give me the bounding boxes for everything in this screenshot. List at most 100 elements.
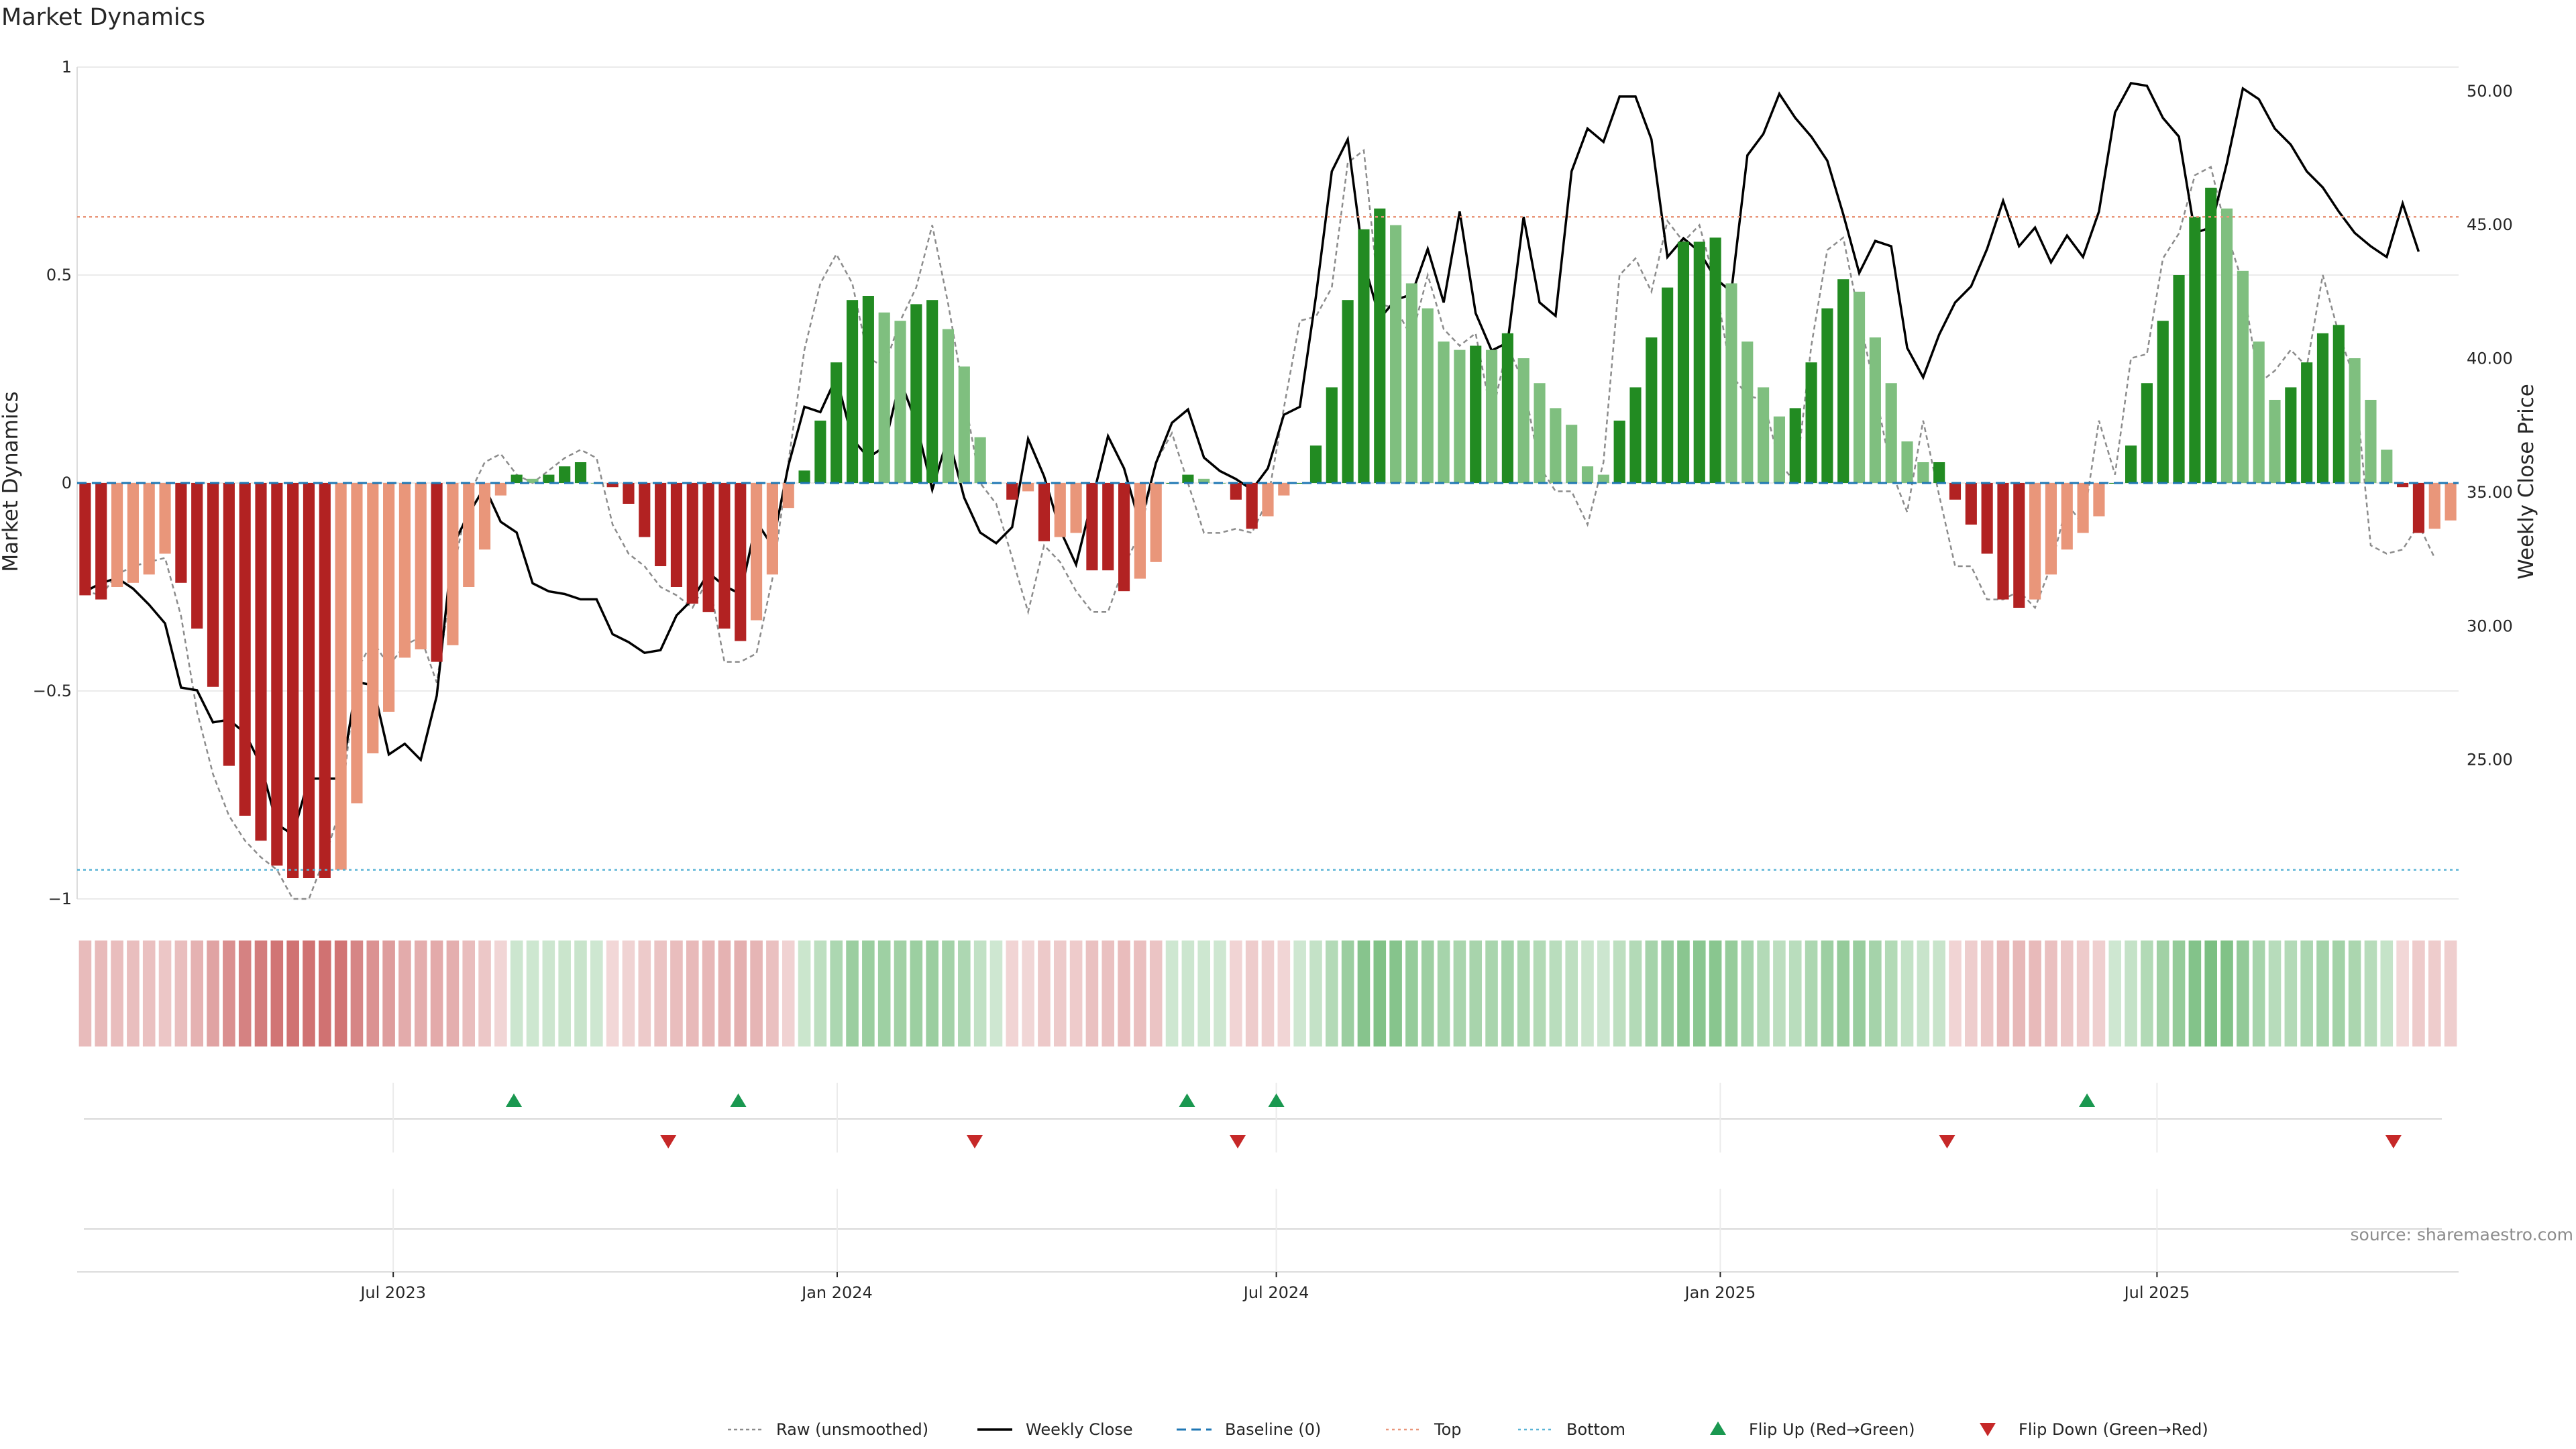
- dynamics-bar: [1342, 300, 1354, 483]
- dynamics-bar: [1006, 483, 1018, 500]
- heat-cell: [1102, 941, 1115, 1046]
- heat-cell: [1949, 941, 1962, 1046]
- dynamics-bar: [1262, 483, 1274, 517]
- heat-cell: [2172, 941, 2186, 1046]
- dynamics-bar: [798, 470, 810, 483]
- dynamics-bar: [1965, 483, 1977, 525]
- dynamics-bars: [79, 187, 2457, 878]
- y-right-tick-label: 30.00: [2467, 616, 2513, 635]
- heat-cell: [350, 941, 364, 1046]
- heat-cell: [1533, 941, 1546, 1046]
- heat-cell: [638, 941, 651, 1046]
- heat-cell: [2108, 941, 2122, 1046]
- heat-cell: [2444, 941, 2457, 1046]
- heat-cell: [1821, 941, 1834, 1046]
- dynamics-bar: [1517, 358, 1529, 483]
- heat-cell: [95, 941, 108, 1046]
- y-left-axis-label: Market Dynamics: [0, 391, 23, 572]
- dynamics-bar: [287, 483, 299, 878]
- flip-up-marker: [1268, 1093, 1285, 1107]
- dynamics-bar: [1438, 341, 1450, 483]
- flip-up-marker: [730, 1093, 747, 1107]
- dynamics-bar: [1901, 441, 1913, 483]
- heat-cell: [2300, 941, 2313, 1046]
- heat-cell: [1230, 941, 1242, 1046]
- dynamics-bar: [942, 329, 955, 483]
- dynamics-bar: [894, 321, 906, 483]
- dynamics-bar: [303, 483, 315, 878]
- heat-cell: [2428, 941, 2441, 1046]
- heat-cell: [989, 941, 1003, 1046]
- dynamics-bar: [1405, 283, 1418, 483]
- dynamics-bar: [255, 483, 267, 841]
- heat-cell: [1341, 941, 1354, 1046]
- heat-cell: [1149, 941, 1163, 1046]
- heat-cell: [1965, 941, 1978, 1046]
- axes: 1 0.5 0 −0.5 −1 50.00 45.00 40.00 35.00 30.00 25.0…: [33, 58, 2513, 1302]
- heat-cell: [1069, 941, 1083, 1046]
- heat-cell: [1900, 941, 1914, 1046]
- heat-cell: [1693, 941, 1706, 1046]
- dynamics-bar: [319, 483, 331, 878]
- heat-cell: [734, 941, 747, 1046]
- dynamics-bar: [239, 483, 251, 816]
- dynamics-bar: [2285, 387, 2297, 483]
- legend: Raw (unsmoothed) Weekly Close Baseline (0)…: [728, 1420, 2208, 1439]
- dynamics-bar: [814, 421, 826, 483]
- dynamics-bar: [1534, 383, 1546, 483]
- heat-cell: [686, 941, 699, 1046]
- flip-up-marker: [2079, 1093, 2096, 1107]
- dynamics-bar: [2301, 362, 2313, 483]
- heat-cell: [1373, 941, 1387, 1046]
- dynamics-bar: [1294, 483, 1306, 484]
- dynamics-bar: [1421, 308, 1434, 483]
- dynamics-bar: [574, 462, 587, 483]
- dynamics-bar: [1358, 229, 1370, 483]
- heat-cell: [2156, 941, 2169, 1046]
- heat-cell: [526, 941, 539, 1046]
- legend-item-flip_down: Flip Down (Green→Red): [1980, 1420, 2208, 1439]
- heat-cell: [750, 941, 763, 1046]
- heat-cell: [958, 941, 971, 1046]
- heat-cell: [1725, 941, 1738, 1046]
- dynamics-bar: [1390, 225, 1402, 483]
- y-left-tick-label: 0: [62, 474, 72, 492]
- y-left-tick-label: −0.5: [33, 682, 72, 700]
- dynamics-bar: [2237, 270, 2249, 483]
- y-right-axis-label: Weekly Close Price: [2514, 384, 2538, 580]
- heat-cell: [2092, 941, 2106, 1046]
- dynamics-bar: [1198, 478, 1210, 483]
- heat-cell: [1421, 941, 1434, 1046]
- dynamics-bar: [1566, 425, 1578, 483]
- heat-cell: [606, 941, 619, 1046]
- dynamics-bar: [1501, 333, 1513, 483]
- heat-cell: [1613, 941, 1626, 1046]
- dynamics-bar: [2189, 217, 2201, 483]
- y-right-tick-label: 35.00: [2467, 483, 2513, 502]
- dynamics-bar: [782, 483, 794, 508]
- dynamics-bar: [1837, 279, 1849, 483]
- dynamics-bar: [846, 300, 859, 483]
- heat-cell: [1773, 941, 1786, 1046]
- dynamics-bar: [1086, 483, 1098, 571]
- heat-cell: [1980, 941, 1994, 1046]
- dynamics-bar: [95, 483, 107, 600]
- dynamics-bar: [1869, 337, 1881, 483]
- dynamics-bar: [1613, 421, 1625, 483]
- heat-cell: [142, 941, 156, 1046]
- x-tick-label: Jan 2024: [800, 1283, 873, 1302]
- heat-cell: [174, 941, 188, 1046]
- heat-cell: [622, 941, 635, 1046]
- heat-cell: [766, 941, 779, 1046]
- heat-cell: [877, 941, 891, 1046]
- dynamics-bar: [1134, 483, 1146, 579]
- dynamics-bar: [478, 483, 491, 550]
- dynamics-bar: [735, 483, 747, 641]
- dynamics-bar: [2316, 333, 2329, 483]
- dynamics-bar: [1230, 483, 1242, 500]
- heat-cell: [207, 941, 219, 1046]
- heat-cell: [366, 941, 380, 1046]
- dynamics-bar: [431, 483, 443, 662]
- heat-cell: [286, 941, 299, 1046]
- x-tick-label: Jul 2024: [1242, 1283, 1309, 1302]
